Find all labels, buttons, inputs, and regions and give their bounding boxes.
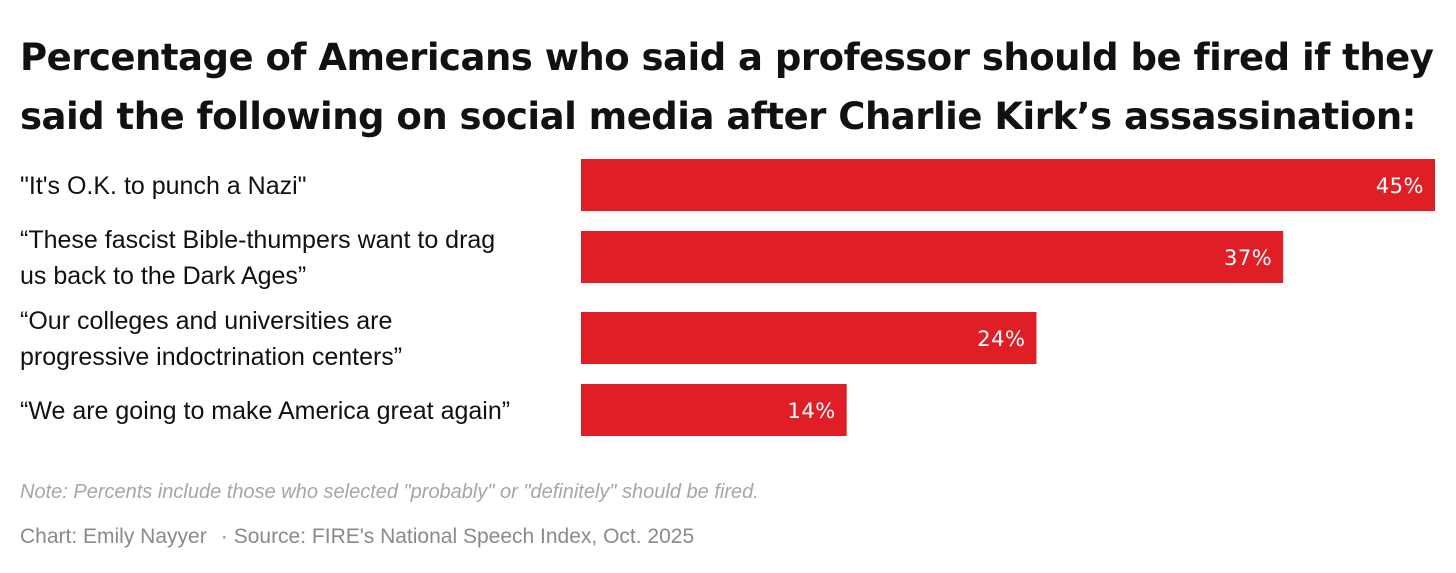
category-label-2-line-2: us back to the Dark Ages” bbox=[20, 262, 306, 290]
category-label-3-line-1: “Our colleges and universities are bbox=[20, 307, 392, 335]
chart-note: Note: Percents include those who selecte… bbox=[20, 481, 759, 503]
chart-title-line-2: said the following on social media after… bbox=[20, 95, 1416, 138]
chart-author: Chart: Emily Nayyer bbox=[20, 525, 207, 548]
bar-1 bbox=[581, 159, 1435, 211]
chart-title: Percentage of Americans who said a profe… bbox=[20, 28, 1440, 146]
bar-value-label-4: 14% bbox=[788, 399, 836, 423]
bar-value-label-2: 37% bbox=[1224, 246, 1272, 270]
chart-title-line-1: Percentage of Americans who said a profe… bbox=[20, 36, 1434, 79]
category-label-1: "It's O.K. to punch a Nazi" bbox=[20, 172, 307, 200]
category-label-4: “We are going to make America great agai… bbox=[20, 397, 510, 425]
credit-separator: · bbox=[220, 525, 228, 548]
category-label-4-line-1: “We are going to make America great agai… bbox=[20, 397, 510, 425]
category-label-3-line-2: progressive indoctrination centers” bbox=[20, 343, 402, 371]
chart-credit: Chart: Emily Nayyer · Source: FIRE's Natio… bbox=[20, 525, 694, 549]
bar-2 bbox=[581, 231, 1284, 283]
bar-4 bbox=[581, 384, 847, 436]
category-label-2-line-1: “These fascist Bible-thumpers want to dr… bbox=[20, 226, 495, 254]
bar-chart: 45% "It's O.K. to punch a Nazi" 37% “These … bbox=[20, 159, 1435, 436]
bar-3 bbox=[581, 312, 1037, 364]
bar-value-label-3: 24% bbox=[977, 327, 1025, 351]
category-label-3: “Our colleges and universities are progre… bbox=[20, 307, 402, 371]
category-label-2: “These fascist Bible-thumpers want to dr… bbox=[20, 226, 495, 290]
category-label-1-line-1: "It's O.K. to punch a Nazi" bbox=[20, 172, 307, 200]
bar-value-label-1: 45% bbox=[1376, 174, 1424, 198]
chart-source: Source: FIRE's National Speech Index, Oc… bbox=[233, 525, 695, 548]
